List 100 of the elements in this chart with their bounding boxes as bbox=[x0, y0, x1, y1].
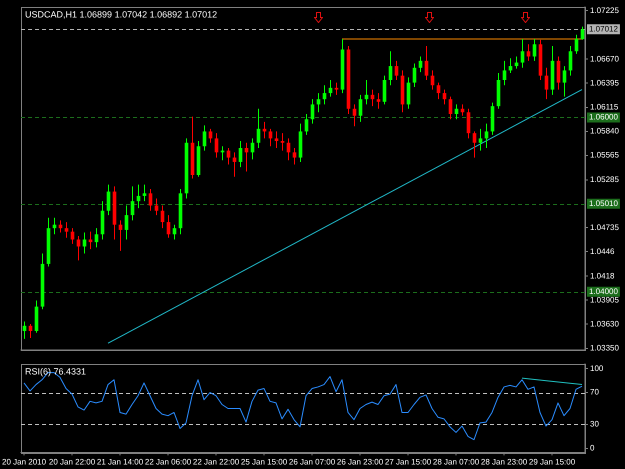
candlestick bbox=[82, 232, 86, 254]
candlestick bbox=[466, 108, 470, 139]
y-tick-label: 1.06670 bbox=[590, 54, 620, 64]
candlestick bbox=[286, 138, 290, 161]
candlestick bbox=[388, 50, 392, 86]
x-tick-label: 21 Jan 14:00 bbox=[96, 457, 144, 466]
x-tick-label: 22 Jan 22:00 bbox=[192, 457, 240, 466]
candlestick bbox=[484, 123, 488, 148]
y-tick-label: 1.05840 bbox=[590, 126, 620, 136]
candlestick bbox=[250, 138, 254, 160]
candlestick bbox=[556, 56, 560, 90]
y-tick-label: 0 bbox=[590, 444, 595, 453]
candlestick bbox=[130, 186, 134, 221]
candlestick bbox=[502, 60, 506, 86]
candlestick bbox=[256, 108, 260, 148]
candlestick bbox=[430, 70, 434, 90]
x-tick-label: 26 Jan 23:00 bbox=[336, 457, 384, 466]
x-tick-label: 25 Jan 15:00 bbox=[240, 457, 288, 466]
candlestick bbox=[574, 34, 578, 54]
candlestick bbox=[148, 188, 152, 212]
candlestick bbox=[304, 114, 308, 136]
candlestick bbox=[376, 92, 380, 110]
x-tick-label: 27 Jan 15:00 bbox=[384, 457, 432, 466]
candlestick bbox=[394, 60, 398, 81]
y-tick-label: 1.04735 bbox=[590, 222, 620, 232]
y-tick-label: 1.06395 bbox=[590, 78, 620, 88]
y-tick-label: 1.0418 bbox=[590, 271, 616, 280]
candlestick bbox=[442, 89, 446, 105]
candlestick bbox=[160, 205, 164, 229]
y-tick-label: 100 bbox=[590, 364, 604, 373]
candlestick bbox=[382, 75, 386, 105]
candlestick bbox=[172, 224, 176, 240]
candlestick bbox=[292, 147, 296, 166]
candlestick bbox=[202, 124, 206, 152]
candlestick bbox=[568, 46, 572, 76]
candlestick bbox=[562, 66, 566, 98]
y-tick-label: 1.03905 bbox=[590, 295, 620, 304]
candlestick bbox=[364, 80, 368, 105]
candlestick bbox=[118, 220, 122, 252]
x-tick-label: 26 Jan 07:00 bbox=[288, 457, 336, 466]
candlestick bbox=[352, 104, 356, 127]
candlestick bbox=[58, 220, 62, 234]
candlestick bbox=[136, 184, 140, 209]
y-tick-label: 1.06115 bbox=[590, 102, 619, 112]
y-tick-label: 1.05565 bbox=[590, 150, 620, 160]
candlestick bbox=[238, 140, 242, 168]
candlestick bbox=[100, 200, 104, 240]
y-tick-label: 70 bbox=[590, 388, 600, 397]
x-tick-label: 20 Jan 22:00 bbox=[48, 457, 96, 466]
candlestick bbox=[436, 82, 440, 100]
candlestick bbox=[526, 44, 530, 62]
ref-line-label: 1.04000 bbox=[589, 287, 618, 296]
candlestick bbox=[106, 184, 110, 216]
candlestick bbox=[520, 38, 524, 68]
ref-line-label: 1.07012 bbox=[589, 24, 618, 34]
candlestick bbox=[532, 38, 536, 62]
y-tick-label: 30 bbox=[590, 420, 600, 429]
candlestick bbox=[220, 146, 224, 161]
candlestick bbox=[580, 26, 584, 40]
candlestick bbox=[334, 82, 338, 96]
x-tick-label: 22 Jan 06:00 bbox=[144, 457, 192, 466]
candlestick bbox=[322, 84, 326, 105]
x-tick-label: 28 Jan 07:00 bbox=[432, 457, 480, 466]
ref-line-label: 1.06000 bbox=[589, 112, 618, 122]
candlestick bbox=[124, 205, 128, 240]
y-tick-label: 1.03630 bbox=[590, 319, 620, 328]
candlestick bbox=[508, 58, 512, 74]
candlestick bbox=[226, 147, 230, 166]
candlestick bbox=[262, 121, 266, 139]
y-tick-label: 1.07225 bbox=[590, 6, 620, 15]
x-tick-label: 28 Jan 23:00 bbox=[480, 457, 528, 466]
candlestick bbox=[214, 132, 218, 158]
candlestick bbox=[94, 228, 98, 248]
candlestick bbox=[22, 320, 26, 340]
candlestick bbox=[52, 217, 56, 235]
x-tick-label: 29 Jan 15:00 bbox=[528, 457, 576, 466]
candlestick bbox=[166, 214, 170, 238]
candlestick bbox=[424, 46, 428, 81]
candlestick bbox=[328, 80, 332, 98]
y-tick-label: 1.0446 bbox=[590, 246, 616, 256]
candlestick bbox=[514, 56, 518, 70]
candlestick bbox=[268, 128, 272, 147]
candlestick bbox=[454, 104, 458, 120]
candlestick bbox=[28, 324, 32, 338]
candlestick bbox=[544, 67, 548, 100]
candlestick bbox=[76, 236, 80, 261]
y-tick-label: 1.03350 bbox=[590, 344, 620, 353]
candlestick bbox=[406, 76, 410, 110]
candlestick bbox=[418, 56, 422, 73]
candlestick bbox=[478, 128, 482, 152]
candlestick bbox=[70, 228, 74, 244]
candlestick bbox=[280, 132, 284, 152]
candlestick bbox=[316, 92, 320, 113]
candlestick bbox=[472, 130, 476, 158]
candlestick bbox=[370, 89, 374, 107]
chart-title: USDCAD,H1 1.06899 1.07042 1.06892 1.07012 bbox=[25, 9, 218, 20]
candlestick bbox=[64, 222, 68, 238]
y-tick-label: 1.05285 bbox=[590, 175, 620, 184]
candlestick bbox=[358, 94, 362, 122]
candlestick bbox=[448, 96, 452, 120]
